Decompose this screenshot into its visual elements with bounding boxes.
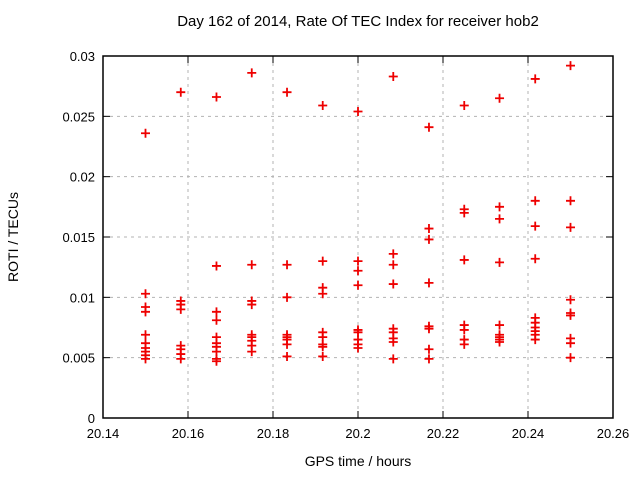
plot-border — [102, 55, 614, 419]
x-tick-label: 20.24 — [512, 426, 545, 441]
data-point — [459, 339, 469, 349]
data-point — [530, 335, 540, 345]
data-point — [318, 342, 328, 352]
data-point — [388, 72, 398, 82]
x-axis-label: GPS time / hours — [305, 453, 412, 469]
data-point — [424, 122, 434, 132]
data-point — [247, 347, 257, 357]
data-point — [566, 310, 575, 320]
data-point — [459, 325, 469, 335]
x-tick-label: 20.2 — [345, 426, 370, 441]
data-point — [530, 221, 540, 231]
data-point — [495, 93, 505, 103]
data-point — [141, 330, 150, 340]
data-point — [282, 260, 292, 270]
data-point — [282, 351, 292, 361]
data-point — [388, 354, 398, 364]
data-point — [566, 222, 575, 232]
data-point — [388, 249, 398, 259]
y-tick-label: 0.005 — [62, 351, 95, 366]
data-point — [424, 354, 434, 364]
data-point — [176, 304, 186, 314]
data-point — [211, 356, 221, 366]
data-point — [282, 339, 292, 349]
data-point — [141, 307, 150, 317]
data-point — [247, 300, 257, 310]
data-point — [566, 353, 575, 363]
x-tick-label: 20.16 — [172, 426, 205, 441]
y-tick-label: 0 — [88, 411, 95, 426]
data-point — [388, 279, 398, 289]
data-point — [388, 337, 398, 347]
data-point — [459, 255, 469, 265]
data-point — [566, 338, 575, 348]
data-point — [566, 61, 575, 71]
data-point — [424, 224, 434, 234]
y-tick-label: 0.02 — [70, 170, 95, 185]
chart-title: Day 162 of 2014, Rate Of TEC Index for r… — [177, 13, 539, 30]
data-point — [141, 289, 150, 299]
data-point — [424, 344, 434, 354]
data-point — [211, 315, 221, 325]
data-point — [353, 266, 363, 276]
data-point — [176, 354, 186, 364]
y-tick-label: 0.01 — [70, 290, 95, 305]
data-point — [318, 256, 328, 266]
data-point — [495, 202, 505, 212]
y-axis-label: ROTI / TECUs — [5, 192, 21, 282]
data-point — [353, 256, 363, 266]
data-point — [566, 196, 575, 206]
x-tick-label: 20.22 — [427, 426, 460, 441]
data-point — [459, 208, 469, 218]
data-point — [282, 87, 292, 97]
data-point — [141, 128, 150, 138]
plot-area: 20.14 20.16 20.18 20.2 20.22 20.24 20.26 0 0.005… — [62, 49, 629, 441]
y-tick-label: 0.03 — [70, 49, 95, 64]
data-point — [211, 261, 221, 271]
data-point — [459, 100, 469, 110]
x-tick-label: 20.14 — [87, 426, 120, 441]
y-tick-label: 0.015 — [62, 230, 95, 245]
data-point — [424, 278, 434, 288]
data-point — [318, 351, 328, 361]
data-point — [424, 234, 434, 244]
x-tick-label: 20.26 — [597, 426, 630, 441]
data-point — [282, 292, 292, 302]
data-point — [141, 354, 150, 364]
data-point — [495, 257, 505, 267]
data-point — [566, 295, 575, 305]
data-point — [424, 324, 434, 334]
data-point — [530, 196, 540, 206]
data-point — [388, 260, 398, 270]
data-point — [318, 100, 328, 110]
data-point — [353, 343, 363, 353]
data-point — [211, 92, 221, 102]
data-point — [495, 214, 505, 224]
data-point — [247, 260, 257, 270]
data-point — [530, 254, 540, 264]
data-point — [353, 280, 363, 290]
data-point — [247, 68, 257, 78]
x-tick-label: 20.18 — [257, 426, 290, 441]
data-point — [353, 107, 363, 117]
data-point — [530, 74, 540, 84]
data-point — [495, 337, 505, 347]
data-point — [176, 87, 186, 97]
data-point — [211, 307, 221, 317]
data-point — [495, 320, 505, 330]
data-point — [318, 289, 328, 299]
y-tick-label: 0.025 — [62, 109, 95, 124]
